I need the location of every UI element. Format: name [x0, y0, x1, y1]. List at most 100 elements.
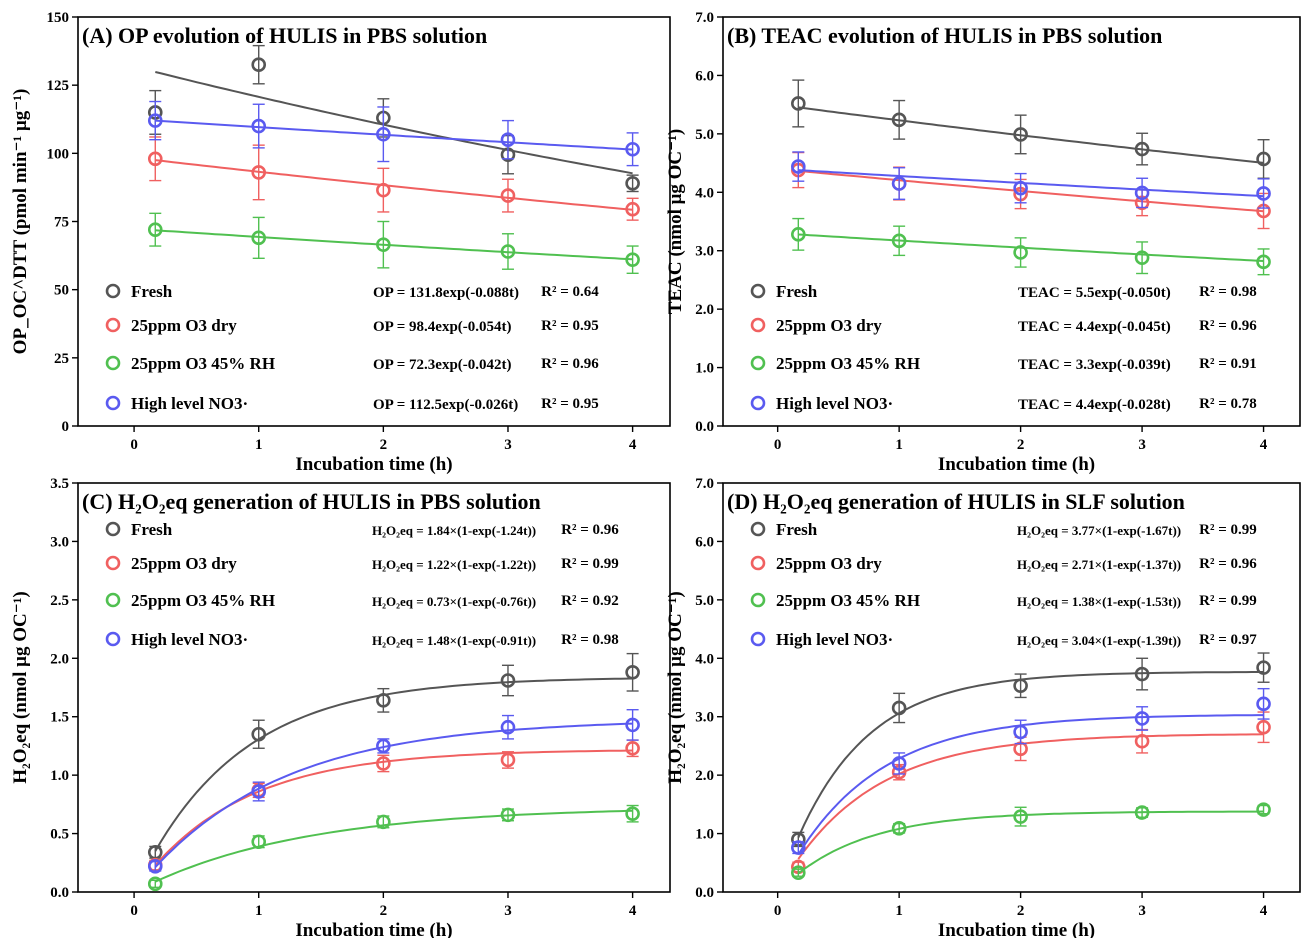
y-tick-label: 100 — [47, 146, 70, 162]
data-point — [500, 719, 516, 735]
data-point — [891, 756, 907, 771]
x-tick-label: 3 — [1138, 437, 1146, 453]
fit-equation: TEAC = 4.4exp(-0.028t) — [1018, 397, 1171, 413]
y-tick-label: 0.0 — [695, 419, 714, 435]
x-tick-label: 0 — [130, 903, 138, 919]
series-high-level-no3: High level NO3· H₂O₂eq = 1.48×(1-exp(-0.9… — [105, 630, 640, 874]
r-squared: R² = 0.96 — [1199, 318, 1257, 334]
y-tick-label: 25 — [54, 351, 69, 367]
data-point — [791, 96, 806, 111]
data-point — [1013, 180, 1028, 196]
data-point — [500, 244, 516, 259]
plot-frame — [77, 482, 671, 893]
fit-curve — [798, 106, 1264, 164]
fit-curve — [155, 229, 633, 261]
x-tick-label: 1 — [255, 903, 263, 919]
legend-label: High level NO3· — [131, 394, 248, 413]
legend-label: High level NO3· — [776, 630, 893, 649]
data-point — [1256, 719, 1271, 735]
data-point — [251, 834, 267, 850]
r-squared: R² = 0.95 — [541, 318, 599, 334]
x-tick-label: 1 — [895, 437, 903, 453]
fit-curve — [797, 671, 1264, 839]
x-tick-label: 0 — [130, 437, 138, 453]
x-tick-label: 4 — [629, 437, 637, 453]
legend-label: 25ppm O3 dry — [776, 316, 882, 335]
data-point — [251, 165, 267, 180]
panel-title: (B) TEAC evolution of HULIS in PBS solut… — [727, 23, 1162, 48]
fit-curve — [797, 714, 1264, 856]
data-point — [1256, 186, 1271, 201]
plot-frame — [722, 482, 1301, 893]
data-point — [1134, 185, 1150, 201]
series-fresh: Fresh OP = 131.8exp(-0.088t) R² = 0.64 — [105, 44, 640, 301]
legend-label: Fresh — [776, 520, 818, 539]
fit-equation: H₂O₂eq = 1.84×(1-exp(-1.24t)) — [372, 523, 536, 538]
legend-marker — [105, 395, 121, 411]
fit-curve — [797, 733, 1264, 860]
y-tick-label: 3.0 — [695, 244, 714, 260]
x-tick-label: 0 — [774, 903, 782, 919]
data-point — [791, 865, 806, 881]
data-point — [891, 176, 907, 191]
fit-equation: TEAC = 5.5exp(-0.050t) — [1018, 285, 1171, 301]
data-point — [1013, 678, 1028, 694]
x-tick-label: 4 — [1260, 437, 1268, 453]
data-point — [625, 201, 640, 217]
data-point — [500, 807, 516, 823]
y-tick-label: 4.0 — [695, 185, 714, 201]
r-squared: R² = 0.96 — [561, 522, 619, 538]
data-point — [251, 118, 267, 134]
data-point — [625, 665, 640, 680]
fit-equation: H₂O₂eq = 1.48×(1-exp(-0.91t)) — [372, 633, 536, 648]
y-tick-label: 75 — [54, 215, 69, 231]
series-25ppm-o3-45-rh: 25ppm O3 45% RH H₂O₂eq = 0.73×(1-exp(-0.7… — [105, 591, 640, 892]
r-squared: R² = 0.99 — [1199, 522, 1257, 538]
panel-d: 0.0 1.0 2.0 3.0 4.0 5.0 6.0 7.0 0 1 2 3 4 Incubation … — [665, 476, 1301, 938]
fit-curve — [798, 169, 1264, 213]
data-point — [625, 141, 640, 157]
legend-marker — [750, 395, 766, 411]
data-point — [376, 182, 391, 198]
fit-equation: OP = 131.8exp(-0.088t) — [373, 285, 519, 301]
legend-marker — [750, 555, 766, 571]
fit-equation: H₂O₂eq = 2.71×(1-exp(-1.37t)) — [1017, 557, 1181, 572]
series-25ppm-o3-45-rh: 25ppm O3 45% RH OP = 72.3exp(-0.042t) R² =… — [105, 212, 640, 373]
legend-marker — [750, 521, 766, 537]
fit-equation: H₂O₂eq = 1.22×(1-exp(-1.22t)) — [372, 557, 536, 572]
series-fresh: Fresh H₂O₂eq = 1.84×(1-exp(-1.24t)) R² = 0… — [105, 520, 640, 860]
data-point — [251, 726, 267, 742]
legend-label: High level NO3· — [131, 630, 248, 649]
data-point — [1256, 660, 1271, 675]
legend-label: 25ppm O3 dry — [776, 554, 882, 573]
data-point — [1013, 245, 1028, 260]
panel-b: 0.0 1.0 2.0 3.0 4.0 5.0 6.0 7.0 0 1 2 3 4 Incubation … — [665, 10, 1301, 475]
y-tick-label: 0.5 — [50, 827, 69, 843]
r-squared: R² = 0.64 — [541, 284, 599, 300]
y-tick-label: 0.0 — [695, 885, 714, 901]
series-fresh: Fresh H₂O₂eq = 3.77×(1-exp(-1.67t)) R² = 0… — [750, 520, 1271, 848]
r-squared: R² = 0.99 — [561, 556, 619, 572]
data-point — [147, 876, 163, 892]
legend-marker — [750, 355, 766, 371]
x-tick-label: 4 — [629, 903, 637, 919]
y-tick-label: 3.5 — [50, 476, 69, 492]
plot-frame — [722, 16, 1301, 427]
y-tick-label: 7.0 — [695, 476, 714, 492]
data-point — [251, 784, 267, 799]
r-squared: R² = 0.96 — [1199, 556, 1257, 572]
data-point — [376, 756, 391, 771]
data-point — [625, 176, 640, 191]
panel-c: 0.0 0.5 1.0 1.5 2.0 2.5 3.0 3.5 0 1 2 3 4 Incubation … — [10, 476, 671, 938]
fit-equation: H₂O₂eq = 1.38×(1-exp(-1.53t)) — [1017, 594, 1181, 609]
r-squared: R² = 0.98 — [561, 632, 619, 648]
r-squared: R² = 0.99 — [1199, 593, 1257, 609]
data-point — [1256, 151, 1271, 167]
y-axis-label: H₂O₂eq (nmol μg OC⁻¹) — [665, 591, 686, 784]
y-tick-label: 6.0 — [695, 68, 714, 84]
panel-title: (A) OP evolution of HULIS in PBS solutio… — [82, 23, 487, 48]
data-point — [1013, 809, 1028, 824]
data-point — [251, 57, 267, 73]
legend-marker — [105, 555, 121, 571]
y-tick-label: 3.0 — [50, 534, 69, 550]
